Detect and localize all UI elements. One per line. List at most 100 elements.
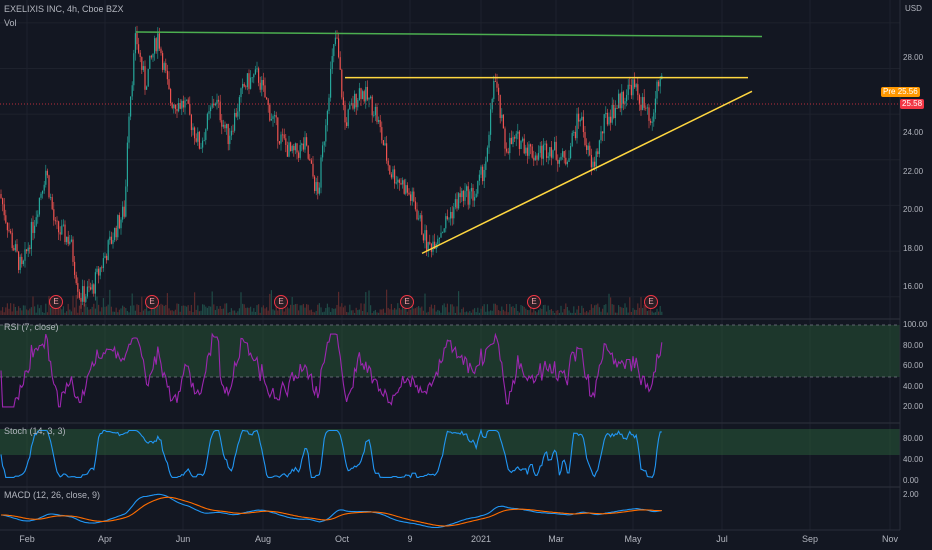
candle-body bbox=[222, 124, 224, 127]
candle-body bbox=[235, 112, 237, 117]
volume-bar bbox=[154, 306, 156, 315]
volume-bar bbox=[472, 309, 474, 315]
volume-bar bbox=[162, 304, 164, 315]
candle-body bbox=[446, 216, 448, 220]
volume-bar bbox=[107, 304, 109, 315]
candle-body bbox=[413, 191, 415, 202]
volume-bar bbox=[637, 303, 639, 315]
candle-body bbox=[597, 151, 599, 155]
volume-bar bbox=[618, 305, 620, 315]
volume-bar bbox=[603, 304, 605, 315]
volume-bar bbox=[274, 310, 276, 315]
volume-bar bbox=[352, 310, 354, 315]
candle-body bbox=[3, 204, 5, 216]
rsi-legend[interactable]: RSI (7, close) bbox=[4, 322, 59, 332]
volume-bar bbox=[315, 310, 317, 315]
candle-body bbox=[149, 55, 151, 69]
symbol-title[interactable]: EXELIXIS INC, 4h, Cboe BZX bbox=[4, 4, 124, 14]
candle-body bbox=[160, 48, 162, 54]
candle-body bbox=[475, 193, 477, 198]
earnings-marker[interactable]: E bbox=[145, 295, 159, 309]
volume-bar bbox=[445, 307, 447, 315]
volume-bar bbox=[627, 312, 629, 315]
candle-body bbox=[637, 84, 639, 96]
volume-bar bbox=[350, 310, 352, 315]
candle-body bbox=[416, 209, 418, 220]
candle-body bbox=[142, 66, 144, 70]
earnings-marker[interactable]: E bbox=[49, 295, 63, 309]
candle-body bbox=[341, 69, 343, 98]
volume-bar bbox=[491, 310, 493, 315]
volume-bar bbox=[42, 312, 44, 315]
candle-body bbox=[85, 296, 87, 302]
volume-bar bbox=[256, 305, 258, 315]
candle-body bbox=[278, 141, 280, 144]
candle-body bbox=[490, 109, 492, 135]
candle-body bbox=[520, 140, 522, 149]
volume-bar bbox=[30, 307, 32, 315]
volume-bar bbox=[104, 306, 106, 315]
volume-bar bbox=[453, 306, 455, 315]
candle-body bbox=[237, 111, 239, 117]
stoch-legend[interactable]: Stoch (14, 3, 3) bbox=[4, 426, 66, 436]
volume-bar bbox=[13, 303, 15, 315]
volume-bar bbox=[328, 307, 330, 315]
candle-body bbox=[635, 84, 637, 88]
candle-body bbox=[152, 53, 154, 58]
green-resistance-line[interactable] bbox=[135, 31, 763, 38]
volume-bar bbox=[403, 308, 405, 315]
volume-bar bbox=[126, 310, 128, 315]
volume-bar bbox=[520, 304, 522, 315]
candle-body bbox=[376, 106, 378, 122]
candle-body bbox=[325, 125, 327, 142]
candle-body bbox=[502, 114, 504, 129]
candle-body bbox=[230, 130, 232, 136]
volume-legend[interactable]: Vol bbox=[4, 18, 17, 28]
earnings-marker[interactable]: E bbox=[400, 295, 414, 309]
candle-body bbox=[299, 145, 301, 158]
candle-body bbox=[515, 133, 517, 139]
candle-body bbox=[462, 190, 464, 201]
volume-bar bbox=[168, 308, 170, 315]
candle-body bbox=[358, 88, 360, 101]
candle-body bbox=[438, 237, 440, 239]
volume-bar bbox=[112, 311, 114, 315]
volume-bar bbox=[610, 297, 612, 315]
candle-body bbox=[499, 95, 501, 119]
candle-body bbox=[286, 145, 288, 157]
candle-body bbox=[630, 85, 632, 96]
candle-body bbox=[192, 127, 194, 131]
volume-bar bbox=[547, 305, 549, 315]
time-label: Sep bbox=[801, 534, 819, 544]
candle-body bbox=[494, 80, 496, 82]
volume-bar bbox=[80, 303, 82, 315]
volume-bar bbox=[507, 312, 509, 315]
candle-body bbox=[427, 242, 429, 252]
candle-body bbox=[110, 236, 112, 244]
candle-body bbox=[88, 286, 90, 288]
candle-body bbox=[32, 221, 34, 233]
volume-bar bbox=[579, 312, 581, 315]
earnings-marker[interactable]: E bbox=[644, 295, 658, 309]
macd-legend[interactable]: MACD (12, 26, close, 9) bbox=[4, 490, 101, 500]
volume-bar bbox=[210, 306, 212, 315]
volume-bar bbox=[587, 312, 589, 315]
earnings-marker[interactable]: E bbox=[274, 295, 288, 309]
price-candles[interactable] bbox=[0, 25, 663, 309]
earnings-marker[interactable]: E bbox=[527, 295, 541, 309]
volume-bar bbox=[166, 293, 168, 315]
candle-body bbox=[133, 53, 135, 86]
candle-body bbox=[478, 174, 480, 181]
volume-bar bbox=[86, 307, 88, 315]
candle-body bbox=[112, 240, 114, 244]
candle-body bbox=[104, 255, 106, 259]
candle-body bbox=[61, 225, 63, 235]
candle-body bbox=[389, 165, 391, 175]
candle-body bbox=[306, 137, 308, 146]
volume-bar bbox=[131, 293, 133, 315]
support-trendline[interactable] bbox=[421, 90, 753, 255]
time-label: Apr bbox=[97, 534, 113, 544]
candle-body bbox=[626, 94, 628, 102]
volume-bar bbox=[370, 305, 372, 315]
